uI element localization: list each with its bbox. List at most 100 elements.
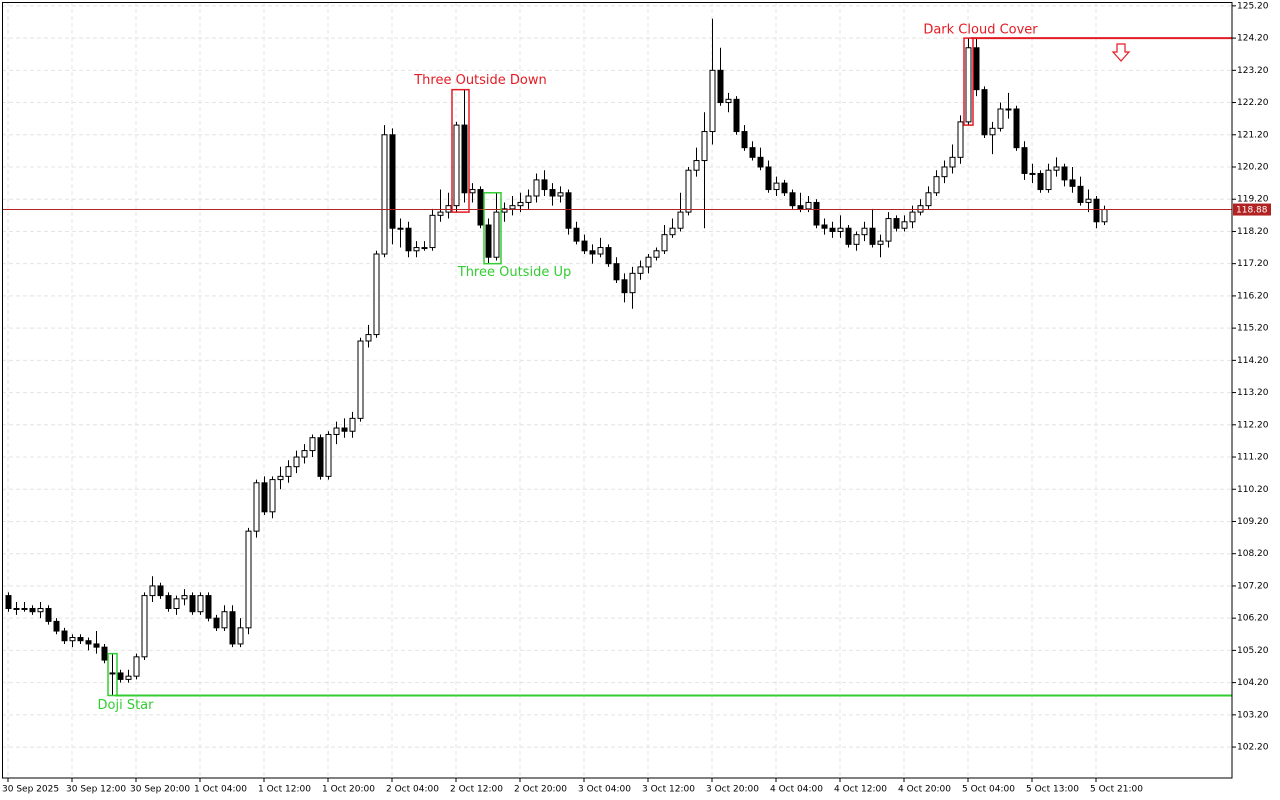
candle-body [13,607,20,610]
candle-body [877,240,884,245]
candle-body [941,166,948,178]
candle-body [701,131,708,162]
candle-body [989,127,996,136]
x-tick-label: 3 Oct 20:00 [706,785,759,795]
candle-body [757,156,764,168]
x-tick-label: 2 Oct 12:00 [450,785,503,795]
candle-body [365,334,372,342]
candle-body [965,47,972,123]
candle-body [525,195,532,203]
candle-body [589,250,596,255]
candle-body [101,646,108,661]
plot-frame [2,2,1233,779]
candle-body [821,224,828,229]
pattern-box [107,652,118,697]
candle-body [325,433,332,477]
candle-body [981,89,988,136]
y-tick-label: 121.20 [1237,130,1269,140]
candle-body [973,47,980,91]
candle-body [53,620,60,632]
candle-body [653,250,660,258]
y-tick-label: 116.20 [1237,291,1269,301]
candle-body [789,192,796,207]
candle-body [213,617,220,629]
candle-body [317,437,324,477]
x-tick-label: 30 Sep 2025 [2,785,59,795]
candle-body [1061,166,1068,181]
candle-body [133,656,140,677]
candle-body [421,247,428,250]
candle-body [413,247,420,252]
x-tick-label: 1 Oct 04:00 [194,785,247,795]
candle-body [957,121,964,158]
candle-body [373,253,380,336]
candle-body [741,131,748,149]
candle-body [125,675,132,680]
candle-body [61,630,68,642]
candle-body [1013,108,1020,149]
y-tick-label: 106.20 [1237,614,1269,624]
candle-body [621,279,628,294]
candle-body [277,475,284,481]
candle-body [45,607,52,622]
candle-body [693,160,700,171]
candle-body [869,227,876,245]
candle-body [5,595,12,609]
candle-body [581,240,588,252]
candles [5,18,1108,696]
candle-body [1021,147,1028,174]
candle-body [629,272,636,294]
candle-body [221,611,228,629]
candle-body [253,482,260,532]
candle-body [1101,209,1108,223]
price-tag-label: 118.88 [1236,206,1268,216]
candle-body [37,607,44,613]
candle-body [77,636,84,642]
candle-body [901,221,908,229]
candle-body [677,211,684,229]
x-tick-label: 5 Oct 13:00 [1026,785,1079,795]
candle-body [909,211,916,223]
x-tick-label: 2 Oct 20:00 [514,785,567,795]
candle-body [285,466,292,477]
candle-body [189,595,196,613]
sell-arrow [1111,43,1131,62]
candle-body [709,69,716,133]
y-tick-label: 117.20 [1237,259,1269,269]
y-tick-label: 109.20 [1237,517,1269,527]
y-tick-label: 115.20 [1237,324,1269,334]
y-tick-label: 124.20 [1237,34,1269,44]
y-tick-label: 119.20 [1237,195,1269,205]
candle-body [509,205,516,210]
candle-body [69,636,76,642]
x-tick-label: 2 Oct 04:00 [386,785,439,795]
pattern-label: Three Outside Down [413,73,547,88]
candle-body [661,234,668,252]
x-tick-label: 5 Oct 21:00 [1090,785,1143,795]
candle-body [93,643,100,648]
candle-body [573,227,580,242]
candle-body [669,227,676,236]
x-tick-label: 5 Oct 04:00 [962,785,1015,795]
candle-body [1005,108,1012,111]
x-tick-label: 3 Oct 12:00 [642,785,695,795]
candle-body [1037,172,1044,191]
pattern-box [483,192,502,265]
candle-body [109,672,116,675]
candle-body [837,227,844,232]
candle-body [141,595,148,658]
y-tick-label: 120.20 [1237,162,1269,172]
candle-body [885,218,892,242]
candle-body [85,640,92,645]
y-tick-label: 104.20 [1237,678,1269,688]
candle-body [405,227,412,252]
candle-body [149,585,156,597]
x-tick-label: 30 Sep 12:00 [66,785,126,795]
y-tick-label: 111.20 [1237,453,1269,463]
candle-body [813,201,820,226]
candle-body [917,205,924,213]
candle-body [557,192,564,197]
candle-body [397,227,404,230]
candle-body [485,224,492,258]
